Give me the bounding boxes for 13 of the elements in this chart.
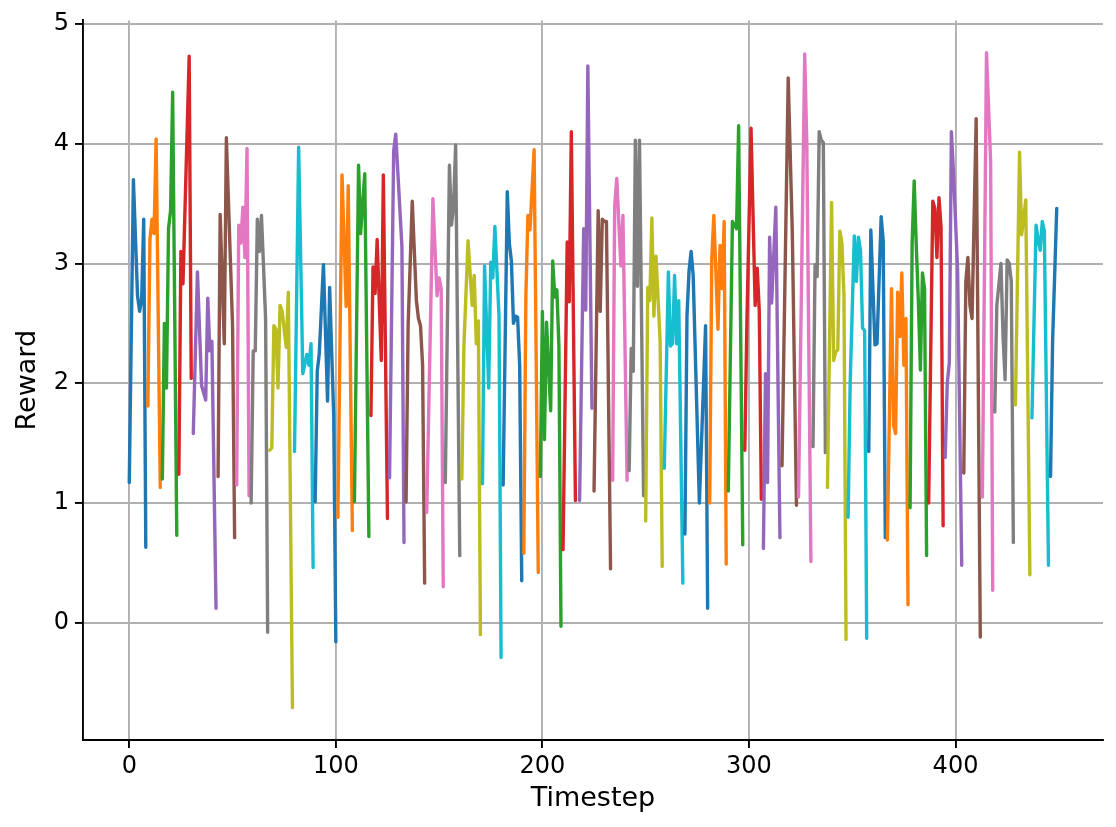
y-tick-label: 3 — [53, 247, 69, 276]
y-tick-label: 2 — [53, 367, 69, 396]
x-axis-title: Timestep — [529, 780, 656, 812]
y-axis-title: Reward — [10, 329, 42, 431]
y-tick-label: 5 — [53, 8, 69, 37]
y-tick-label: 1 — [53, 487, 69, 516]
x-tick-label: 200 — [519, 750, 566, 779]
x-tick-label: 0 — [121, 750, 137, 779]
x-tick-label: 400 — [932, 750, 979, 779]
y-tick-label: 4 — [53, 127, 69, 156]
x-tick-label: 100 — [312, 750, 359, 779]
y-tick-label: 0 — [53, 606, 69, 635]
x-tick-label: 300 — [726, 750, 772, 779]
